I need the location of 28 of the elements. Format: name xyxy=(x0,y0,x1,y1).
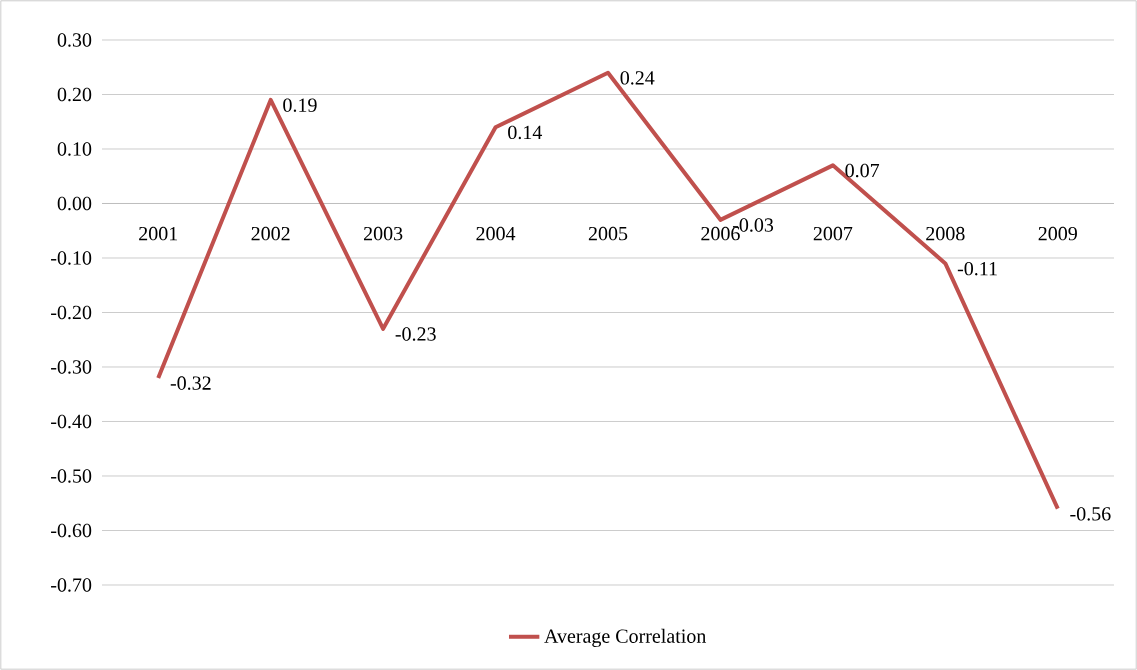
y-tick-label: 0.10 xyxy=(57,142,92,156)
x-tick-label: 2003 xyxy=(364,226,403,241)
y-tick-label: 0.00 xyxy=(57,196,92,211)
data-label: -0.11 xyxy=(957,261,997,276)
data-label: -0.23 xyxy=(395,327,436,341)
x-tick-label: 2009 xyxy=(1038,226,1077,241)
data-label: 0.14 xyxy=(508,125,543,140)
x-tick-label: 2005 xyxy=(588,226,628,241)
x-tick-label: 2002 xyxy=(251,226,290,241)
data-label: -0.32 xyxy=(170,376,211,390)
y-tick-label: 0.20 xyxy=(57,87,92,102)
data-label: 0.19 xyxy=(283,98,317,112)
y-tick-label: -0.10 xyxy=(51,251,92,265)
x-tick-label: 2008 xyxy=(926,226,965,241)
x-tick-label: 2007 xyxy=(813,226,853,241)
legend-label: Average Correlation xyxy=(544,628,707,648)
data-label: -0.56 xyxy=(1070,507,1111,521)
x-tick-label: 2001 xyxy=(139,226,178,241)
y-tick-label: 0.30 xyxy=(57,33,92,47)
data-label: 0.24 xyxy=(620,71,655,85)
y-tick-label: -0.30 xyxy=(51,360,92,374)
data-label: 0.07 xyxy=(845,163,880,178)
y-tick-label: -0.20 xyxy=(51,305,92,320)
y-tick-label: -0.70 xyxy=(51,578,92,592)
y-tick-label: -0.40 xyxy=(51,414,92,429)
y-tick-label: -0.50 xyxy=(51,469,92,483)
y-tick-label: -0.60 xyxy=(51,523,92,538)
x-tick-label: 2004 xyxy=(476,226,516,241)
